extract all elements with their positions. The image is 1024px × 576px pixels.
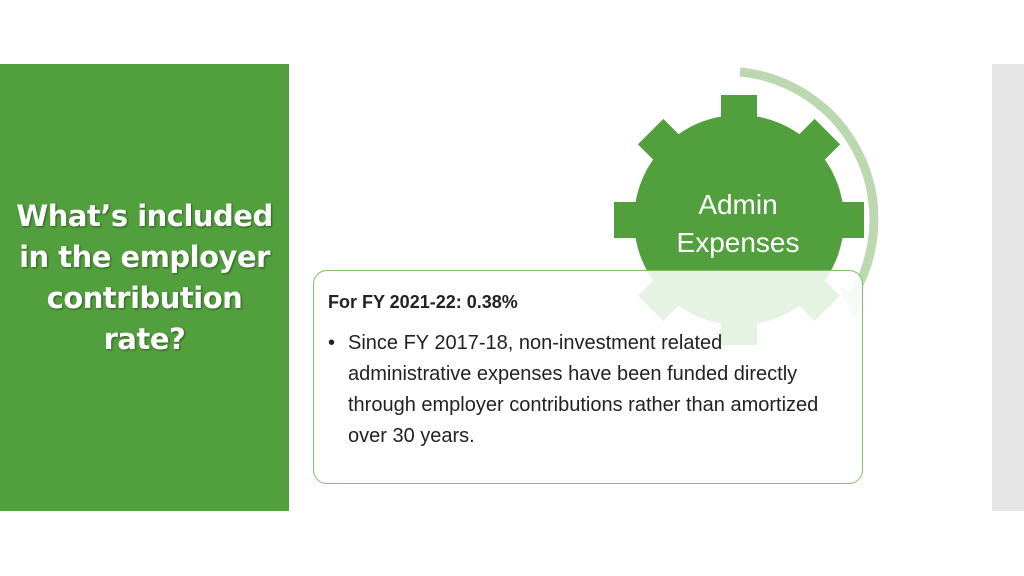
gear-label-line-2: Expenses	[676, 227, 800, 258]
bullet-item: • Since FY 2017-18, non-investment relat…	[328, 328, 846, 452]
bullet-dot-icon: •	[328, 332, 336, 354]
box-heading: For FY 2021-22: 0.38%	[328, 292, 518, 312]
info-box: For FY 2021-22: 0.38% • Since FY 2017-18…	[313, 270, 863, 484]
side-strip	[992, 64, 1024, 511]
bullet-text: Since FY 2017-18, non-investment related…	[348, 332, 819, 447]
slide-title: What’s included in the employer contribu…	[16, 198, 273, 356]
title-panel: What’s included in the employer contribu…	[0, 64, 289, 511]
gear-label: Admin Expenses	[640, 186, 836, 262]
gear-label-line-1: Admin	[698, 189, 778, 220]
